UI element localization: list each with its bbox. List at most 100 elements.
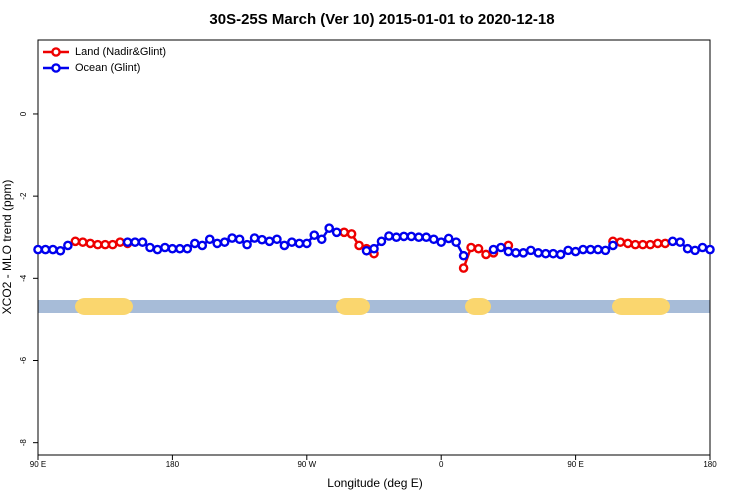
data-point (526, 245, 536, 256)
data-point (212, 238, 222, 249)
data-point (167, 243, 178, 254)
y-tick-label: -2 (19, 192, 28, 200)
y-tick-label: -8 (19, 439, 28, 447)
data-point (346, 229, 357, 239)
data-point (182, 243, 193, 254)
data-point (660, 238, 671, 249)
data-point (570, 246, 581, 257)
chart-title: 30S-25S March (Ver 10) 2015-01-01 to 202… (209, 11, 554, 28)
land-strip (612, 298, 670, 315)
x-tick-label: 90 E (30, 460, 46, 469)
y-tick-label: 0 (19, 111, 28, 116)
data-point (630, 239, 641, 250)
data-point (339, 227, 349, 238)
data-point (518, 248, 529, 258)
data-point (189, 238, 200, 249)
data-point (540, 248, 551, 259)
legend-item: Ocean (Glint) (43, 62, 140, 74)
data-point (145, 242, 155, 253)
x-tick-label: 180 (166, 460, 180, 469)
data-point (593, 244, 603, 255)
x-axis-label: Longitude (deg E) (327, 476, 422, 490)
data-point (316, 234, 327, 245)
data-point (175, 243, 185, 254)
x-tick-label: 180 (703, 460, 717, 469)
data-point (249, 233, 260, 243)
data-point (399, 231, 409, 242)
land-strip (465, 298, 491, 315)
y-tick-label: -4 (19, 274, 28, 282)
data-point (555, 249, 566, 260)
data-point (160, 242, 170, 253)
data-point (33, 244, 43, 255)
land-strip (336, 298, 370, 315)
data-point (488, 244, 499, 255)
data-point (496, 242, 506, 253)
data-point (563, 245, 573, 256)
data-point (391, 232, 402, 243)
data-point (473, 243, 484, 254)
data-point (107, 239, 118, 250)
data-point (234, 234, 245, 245)
data-point (70, 236, 81, 247)
data-point (331, 227, 342, 238)
data-point (436, 237, 447, 247)
data-point (92, 239, 103, 250)
x-tick-label: 90 E (567, 460, 583, 469)
data-point (130, 237, 140, 247)
data-point (242, 239, 252, 250)
data-point (585, 244, 596, 255)
data-point (466, 242, 476, 253)
data-point (705, 244, 715, 255)
data-point (279, 240, 290, 251)
data-point (122, 237, 133, 247)
data-point (63, 240, 73, 251)
data-point (137, 237, 148, 247)
data-point (675, 237, 685, 247)
data-point (309, 230, 320, 240)
data-point (548, 248, 559, 259)
data-point (690, 245, 700, 256)
data-point (204, 234, 215, 245)
legend-marker (51, 63, 61, 73)
data-point (272, 234, 282, 245)
data-point (600, 245, 611, 256)
legend-marker (51, 47, 61, 57)
data-point (443, 233, 454, 244)
data-point (78, 237, 88, 247)
data-point (638, 239, 648, 250)
data-point (361, 245, 372, 256)
data-point (294, 238, 305, 249)
y-axis-label: XCO2 - MLO trend (ppm) (0, 180, 14, 315)
data-point (301, 238, 312, 249)
data-point (354, 240, 364, 251)
data-point (264, 236, 275, 247)
legend-item: Land (Nadir&Glint) (43, 46, 166, 58)
data-point (100, 239, 110, 250)
data-point (384, 231, 394, 241)
data-point (227, 233, 237, 243)
data-point (451, 237, 461, 247)
y-tick-label: -6 (19, 356, 28, 364)
data-point (458, 263, 469, 273)
data-point (682, 243, 693, 254)
x-tick-label: 90 W (297, 460, 316, 469)
data-point (376, 236, 387, 247)
data-point (615, 237, 626, 247)
data-point (287, 237, 297, 247)
data-point (369, 243, 379, 254)
data-point (115, 237, 125, 247)
data-point (85, 238, 96, 249)
data-point (458, 250, 469, 261)
data-point (55, 245, 66, 256)
data-point (40, 244, 51, 255)
land-strip (75, 298, 133, 315)
ocean-strip (38, 300, 710, 313)
data-point (48, 244, 58, 255)
data-point (511, 248, 521, 258)
data-point (219, 237, 230, 247)
data-point (481, 249, 491, 260)
data-point (197, 240, 208, 251)
data-point (413, 232, 424, 243)
